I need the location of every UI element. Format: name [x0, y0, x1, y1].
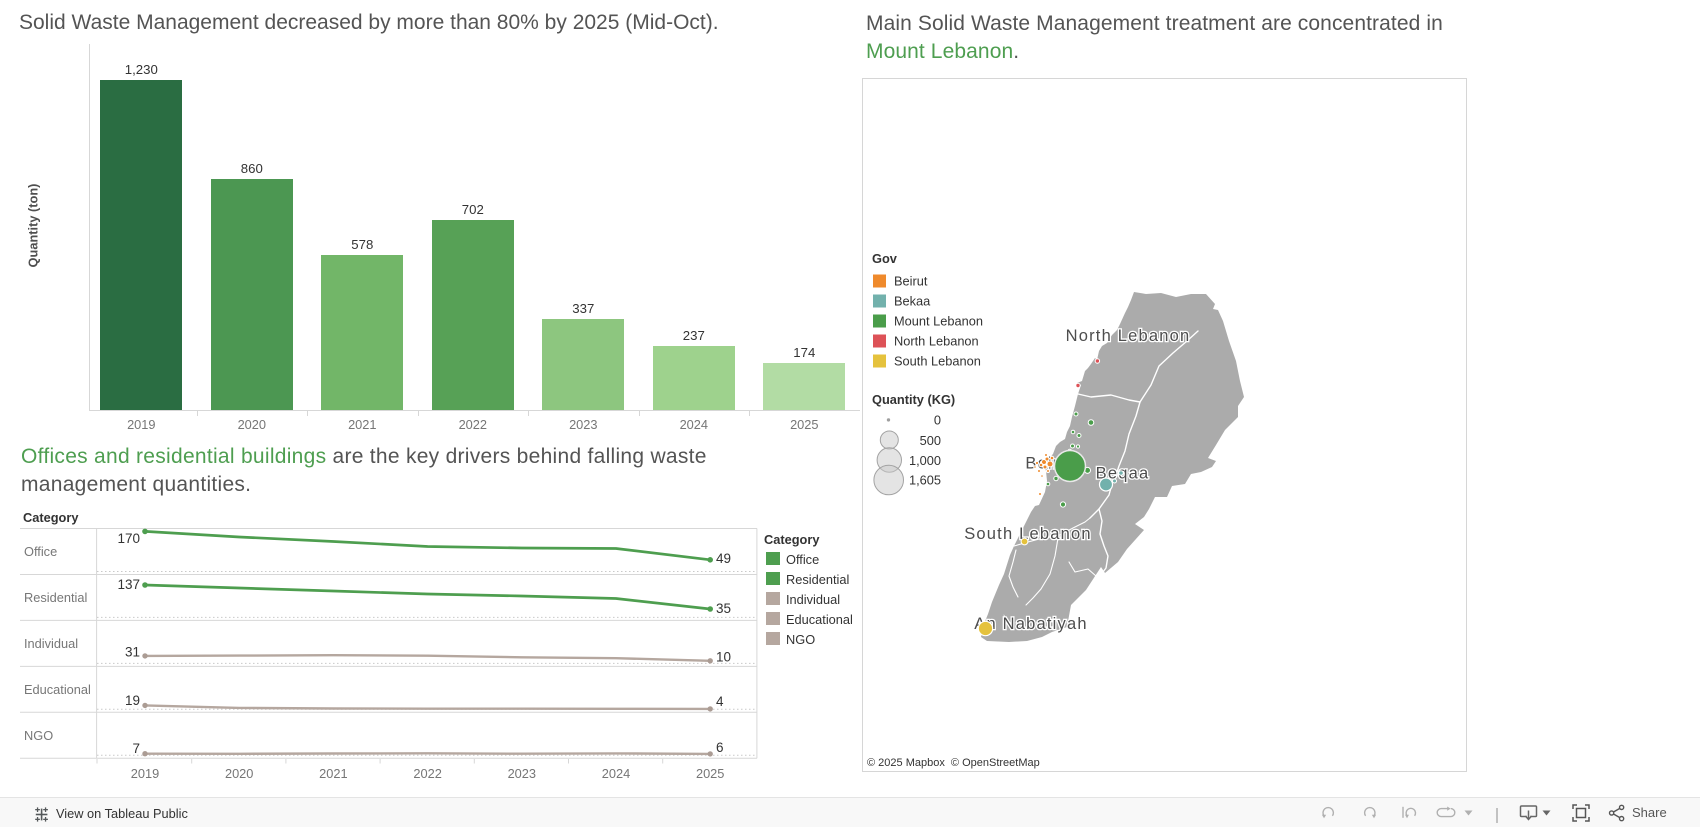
svg-text:31: 31	[125, 645, 140, 660]
svg-text:170: 170	[117, 531, 140, 546]
svg-text:4: 4	[716, 694, 724, 709]
svg-text:Beirut: Beirut	[894, 274, 928, 289]
svg-text:Bekaa: Bekaa	[894, 294, 931, 309]
svg-text:0: 0	[934, 413, 941, 428]
svg-text:1,605: 1,605	[909, 473, 941, 488]
svg-text:49: 49	[716, 551, 731, 566]
svg-text:6: 6	[716, 740, 724, 755]
svg-text:35: 35	[716, 601, 731, 616]
svg-text:Gov: Gov	[872, 251, 898, 266]
svg-text:Mount Lebanon: Mount Lebanon	[894, 314, 983, 329]
svg-text:An Nabatiyah: An Nabatiyah	[974, 615, 1087, 633]
svg-text:South Lebanon: South Lebanon	[964, 525, 1092, 543]
svg-text:1,000: 1,000	[909, 453, 941, 468]
svg-text:137: 137	[117, 577, 140, 592]
svg-text:South Lebanon: South Lebanon	[894, 354, 981, 369]
svg-text:North Lebanon: North Lebanon	[894, 334, 979, 349]
svg-text:Quantity (KG): Quantity (KG)	[872, 392, 955, 407]
svg-text:19: 19	[125, 693, 140, 708]
svg-text:North Lebanon: North Lebanon	[1066, 327, 1191, 345]
svg-text:7: 7	[132, 741, 140, 756]
svg-text:10: 10	[716, 650, 731, 665]
svg-text:500: 500	[920, 433, 941, 448]
